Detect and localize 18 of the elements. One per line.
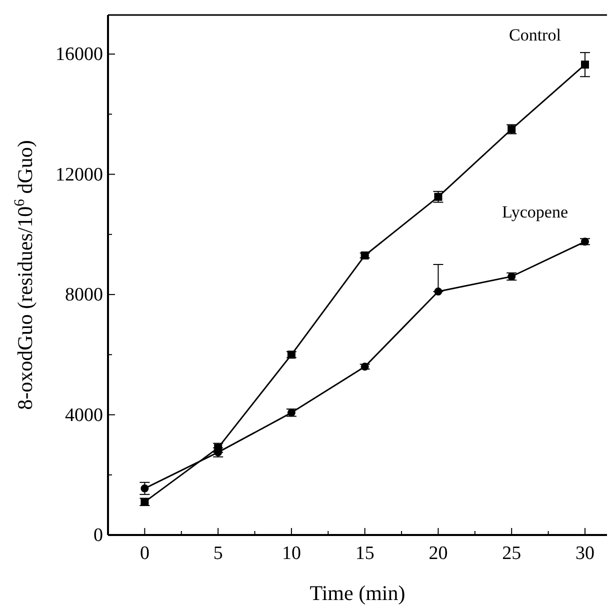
x-axis-title: Time (min) <box>310 581 406 605</box>
x-tick-label: 10 <box>282 543 301 564</box>
y-tick-label: 0 <box>94 525 103 546</box>
y-tick-label: 12000 <box>56 164 103 186</box>
series-label: Control <box>509 26 562 45</box>
y-tick-label: 8000 <box>65 284 103 306</box>
point <box>140 484 149 492</box>
series-label: Lycopene <box>502 202 568 222</box>
x-tick-label: 30 <box>575 543 594 564</box>
x-tick-label: 25 <box>502 543 522 564</box>
y-tick-label: 16000 <box>56 44 103 66</box>
x-tick-label: 15 <box>355 543 374 564</box>
y-tick-label: 4000 <box>65 404 103 426</box>
x-tick-label: 20 <box>428 543 448 564</box>
point <box>580 60 589 69</box>
x-tick-label: 0 <box>140 543 150 564</box>
x-tick-label: 5 <box>213 543 223 564</box>
point <box>434 288 442 296</box>
